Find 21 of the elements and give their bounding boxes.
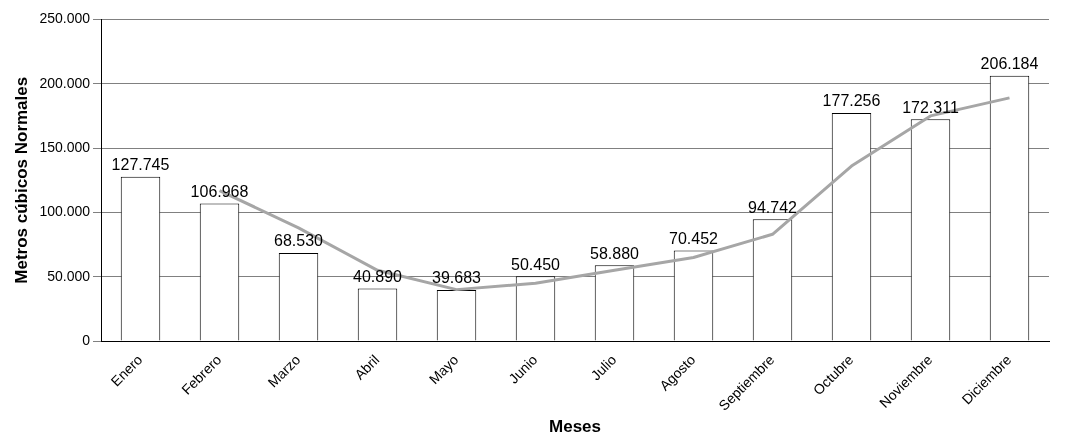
data-label: 39.683 (432, 269, 482, 287)
y-axis-title: Metros cúbicos Normales (11, 76, 31, 284)
y-tick-label: 200.000 (39, 74, 91, 91)
data-label: 58.880 (590, 244, 640, 262)
data-label: 177.256 (822, 92, 881, 110)
y-tick-label: 100.000 (39, 203, 91, 220)
data-label: 94.742 (748, 198, 798, 216)
x-axis-title: Meses (549, 417, 601, 437)
data-label: 106.968 (190, 182, 249, 200)
data-label: 68.530 (274, 232, 324, 250)
y-tick-label: 0 (82, 331, 91, 348)
data-label: 127.745 (111, 156, 170, 174)
y-tick-label: 150.000 (39, 138, 91, 155)
x-tick-label: Julio (587, 351, 620, 384)
data-label: 70.452 (669, 229, 719, 247)
data-label: 172.311 (902, 98, 959, 116)
data-label: 40.890 (353, 267, 403, 285)
y-tick-label: 250.000 (39, 10, 91, 27)
y-tick-label: 50.000 (47, 267, 91, 284)
data-label: 206.184 (980, 55, 1039, 73)
data-label: 50.450 (511, 255, 561, 273)
